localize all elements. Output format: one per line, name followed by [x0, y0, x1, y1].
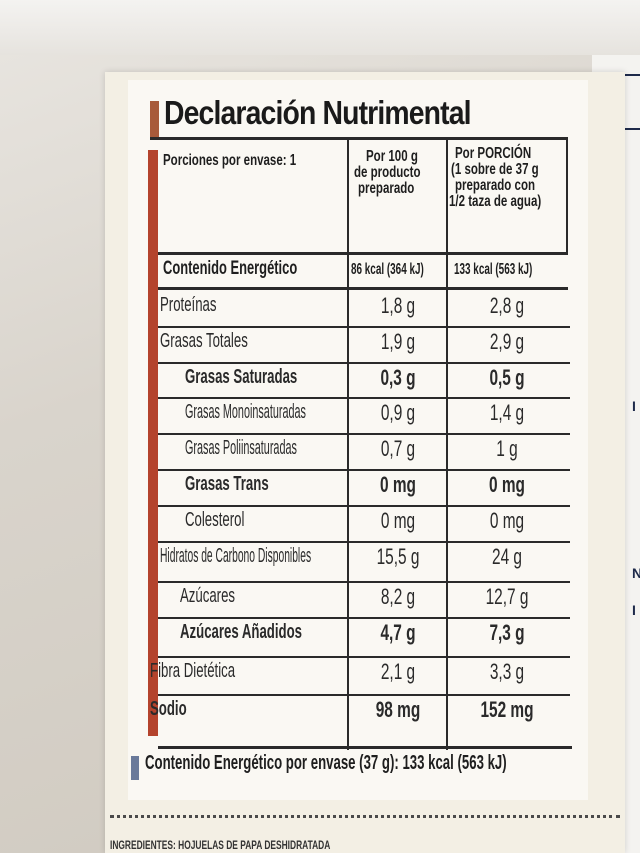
package-right-mark: I [632, 398, 636, 414]
side-accent-bar [148, 150, 158, 736]
row-rule [158, 505, 570, 507]
col2-header-line: Por PORCIÓN [455, 145, 532, 162]
nutrient-label: Grasas Monoinsaturadas [185, 401, 306, 423]
nutrient-value-per-portion: 2,8 g [489, 293, 525, 318]
row-rule [158, 287, 568, 290]
nutrient-label: Grasas Trans [185, 473, 269, 495]
nutrient-value-per-portion: 1 g [496, 436, 518, 461]
nutrient-label: Proteínas [160, 294, 217, 316]
dotted-separator [110, 815, 620, 818]
nutrient-label: Fibra Dietética [150, 660, 236, 682]
col2-header-line: (1 sobre de 37 g [451, 161, 539, 178]
nutrient-value-per-100g: 0,3 g [380, 365, 416, 390]
footer-accent-bar [131, 756, 139, 780]
energy-per-package: Contenido Energético por envase (37 g): … [145, 752, 507, 774]
servings-per-package: Porciones por envase: 1 [163, 152, 297, 169]
col1-header-line: preparado [358, 180, 415, 197]
title-rule [150, 137, 568, 140]
row-rule [158, 397, 570, 399]
row-rule [158, 617, 570, 619]
nutrition-label [128, 80, 588, 800]
nutrient-value-per-portion: 0 mg [489, 472, 525, 497]
nutrient-label: Sodio [150, 698, 187, 720]
row-rule [158, 541, 570, 543]
energy-per-100g: 86 kcal (364 kJ) [351, 261, 424, 278]
nutrient-label: Grasas Saturadas [185, 366, 298, 388]
nutrient-value-per-100g: 98 mg [375, 697, 421, 722]
ingredients-fragment: INGREDIENTES: HOJUELAS DE PAPA DESHIDRAT… [110, 838, 331, 852]
package-right-mark: N [632, 565, 640, 581]
package-top-edge [0, 0, 640, 55]
nutrient-value-per-100g: 0 mg [380, 472, 416, 497]
nutrient-value-per-portion: 12,7 g [485, 584, 529, 609]
nutrient-label: Azúcares [180, 585, 236, 607]
energy-per-portion: 133 kcal (563 kJ) [454, 261, 533, 278]
nutrient-label: Grasas Totales [160, 330, 248, 352]
nutrient-value-per-100g: 2,1 g [380, 659, 416, 684]
nutrient-value-per-100g: 4,7 g [380, 620, 416, 645]
row-rule [158, 362, 570, 364]
row-rule [158, 433, 570, 435]
nutrient-value-per-portion: 2,9 g [489, 329, 525, 354]
nutrient-value-per-portion: 152 mg [480, 697, 534, 722]
row-rule [158, 469, 570, 471]
col2-header-line: preparado con [455, 177, 536, 194]
row-rule [158, 656, 570, 658]
header-rule [158, 252, 568, 255]
nutrient-value-per-portion: 1,4 g [489, 400, 525, 425]
nutrient-label: Hidratos de Carbono Disponibles [160, 545, 312, 567]
nutrient-value-per-100g: 1,9 g [380, 329, 416, 354]
title-accent-bar [150, 101, 159, 137]
nutrient-value-per-100g: 0,9 g [380, 400, 416, 425]
row-rule [158, 581, 570, 583]
col2-header-line: 1/2 taza de agua) [449, 193, 542, 210]
nutrient-label: Grasas Poliinsaturadas [185, 437, 297, 459]
nutrient-value-per-portion: 0 mg [489, 508, 525, 533]
nutrient-value-per-portion: 0,5 g [489, 365, 525, 390]
column-divider [446, 140, 448, 750]
nutrient-value-per-portion: 3,3 g [489, 659, 525, 684]
nutrient-value-per-100g: 1,8 g [380, 293, 416, 318]
column-divider [347, 140, 349, 750]
bottom-rule [158, 746, 572, 749]
col1-header-line: Por 100 g [366, 148, 418, 165]
energy-label: Contenido Energético [163, 258, 298, 279]
package-right-mark: I [632, 602, 636, 618]
row-rule [158, 694, 570, 696]
nutrient-label: Azúcares Añadidos [180, 621, 303, 643]
nutrient-value-per-portion: 7,3 g [489, 620, 525, 645]
nutrient-value-per-portion: 24 g [492, 544, 522, 569]
nutrient-value-per-100g: 15,5 g [376, 544, 420, 569]
col1-header-line: de producto [354, 164, 421, 181]
column-divider [566, 140, 568, 252]
nutrient-label: Colesterol [185, 509, 245, 531]
nutrient-value-per-100g: 0 mg [380, 508, 416, 533]
row-rule [158, 326, 570, 328]
nutrient-value-per-100g: 8,2 g [380, 584, 416, 609]
label-title: Declaración Nutrimental [164, 94, 472, 131]
nutrient-value-per-100g: 0,7 g [380, 436, 416, 461]
